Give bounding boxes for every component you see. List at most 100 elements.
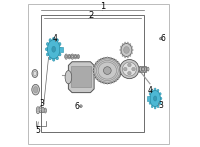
Ellipse shape xyxy=(107,57,108,58)
Ellipse shape xyxy=(159,93,161,95)
Ellipse shape xyxy=(154,96,157,101)
Ellipse shape xyxy=(122,55,123,57)
Ellipse shape xyxy=(110,57,111,58)
Ellipse shape xyxy=(157,89,159,92)
Ellipse shape xyxy=(93,73,94,74)
Ellipse shape xyxy=(68,54,71,59)
Ellipse shape xyxy=(94,76,95,77)
Ellipse shape xyxy=(104,57,105,58)
Ellipse shape xyxy=(148,97,150,100)
Ellipse shape xyxy=(49,39,51,42)
Ellipse shape xyxy=(118,62,119,63)
Ellipse shape xyxy=(124,42,126,44)
Ellipse shape xyxy=(129,55,131,57)
Ellipse shape xyxy=(147,67,149,71)
Ellipse shape xyxy=(101,58,102,59)
Ellipse shape xyxy=(101,82,102,83)
Bar xyxy=(147,96,150,101)
Ellipse shape xyxy=(120,49,121,51)
Ellipse shape xyxy=(80,106,82,107)
Ellipse shape xyxy=(120,64,121,66)
Ellipse shape xyxy=(93,70,94,71)
Ellipse shape xyxy=(104,83,105,84)
Ellipse shape xyxy=(140,68,141,70)
Ellipse shape xyxy=(32,84,39,95)
Text: 3: 3 xyxy=(159,101,163,110)
Ellipse shape xyxy=(151,89,153,92)
Ellipse shape xyxy=(96,62,97,63)
Bar xyxy=(71,66,91,87)
Text: 3: 3 xyxy=(39,99,44,108)
Ellipse shape xyxy=(159,102,161,104)
Ellipse shape xyxy=(122,62,136,76)
Ellipse shape xyxy=(78,56,79,58)
Text: 4: 4 xyxy=(53,34,58,44)
Ellipse shape xyxy=(120,46,122,48)
Ellipse shape xyxy=(121,70,122,71)
Ellipse shape xyxy=(65,71,72,84)
Ellipse shape xyxy=(96,78,97,79)
Ellipse shape xyxy=(33,87,38,93)
Circle shape xyxy=(124,67,127,71)
Polygon shape xyxy=(68,62,94,93)
Ellipse shape xyxy=(151,105,153,108)
Ellipse shape xyxy=(56,39,58,42)
Ellipse shape xyxy=(145,68,146,70)
Ellipse shape xyxy=(160,97,162,100)
Bar xyxy=(41,15,144,132)
Circle shape xyxy=(128,63,131,67)
Ellipse shape xyxy=(131,46,133,48)
Ellipse shape xyxy=(44,108,46,113)
Ellipse shape xyxy=(139,67,142,71)
Ellipse shape xyxy=(129,43,131,45)
Ellipse shape xyxy=(74,54,77,59)
Ellipse shape xyxy=(132,49,133,51)
Ellipse shape xyxy=(120,60,139,79)
Ellipse shape xyxy=(47,40,60,59)
Ellipse shape xyxy=(113,58,114,59)
Ellipse shape xyxy=(49,57,51,60)
Ellipse shape xyxy=(36,107,40,114)
Ellipse shape xyxy=(149,102,151,104)
Ellipse shape xyxy=(45,48,48,51)
Ellipse shape xyxy=(42,109,44,111)
Text: 1: 1 xyxy=(100,2,106,11)
Ellipse shape xyxy=(59,43,61,46)
Ellipse shape xyxy=(66,55,67,58)
Ellipse shape xyxy=(131,52,133,54)
Ellipse shape xyxy=(40,108,41,111)
Bar xyxy=(139,66,146,72)
Ellipse shape xyxy=(122,43,123,45)
Ellipse shape xyxy=(60,48,62,51)
Ellipse shape xyxy=(110,83,111,84)
Ellipse shape xyxy=(160,37,162,40)
Ellipse shape xyxy=(80,105,82,107)
Ellipse shape xyxy=(93,58,121,83)
Ellipse shape xyxy=(72,55,73,58)
Ellipse shape xyxy=(93,67,94,68)
Ellipse shape xyxy=(120,52,122,54)
Text: 6: 6 xyxy=(75,102,80,111)
Ellipse shape xyxy=(149,93,151,95)
Ellipse shape xyxy=(154,88,156,91)
Ellipse shape xyxy=(32,70,38,78)
Ellipse shape xyxy=(116,80,117,82)
Ellipse shape xyxy=(142,67,144,71)
Ellipse shape xyxy=(124,47,129,53)
Ellipse shape xyxy=(33,71,36,76)
Ellipse shape xyxy=(56,57,58,60)
Ellipse shape xyxy=(160,38,161,39)
Ellipse shape xyxy=(113,82,114,83)
Ellipse shape xyxy=(65,54,68,59)
Text: 6: 6 xyxy=(161,34,166,43)
Ellipse shape xyxy=(104,67,111,74)
Ellipse shape xyxy=(37,109,39,112)
Ellipse shape xyxy=(120,76,121,77)
Ellipse shape xyxy=(98,80,99,82)
Ellipse shape xyxy=(145,67,147,71)
Ellipse shape xyxy=(46,43,49,46)
Ellipse shape xyxy=(121,43,132,57)
Ellipse shape xyxy=(127,42,129,44)
Ellipse shape xyxy=(39,106,42,113)
Ellipse shape xyxy=(42,107,44,113)
